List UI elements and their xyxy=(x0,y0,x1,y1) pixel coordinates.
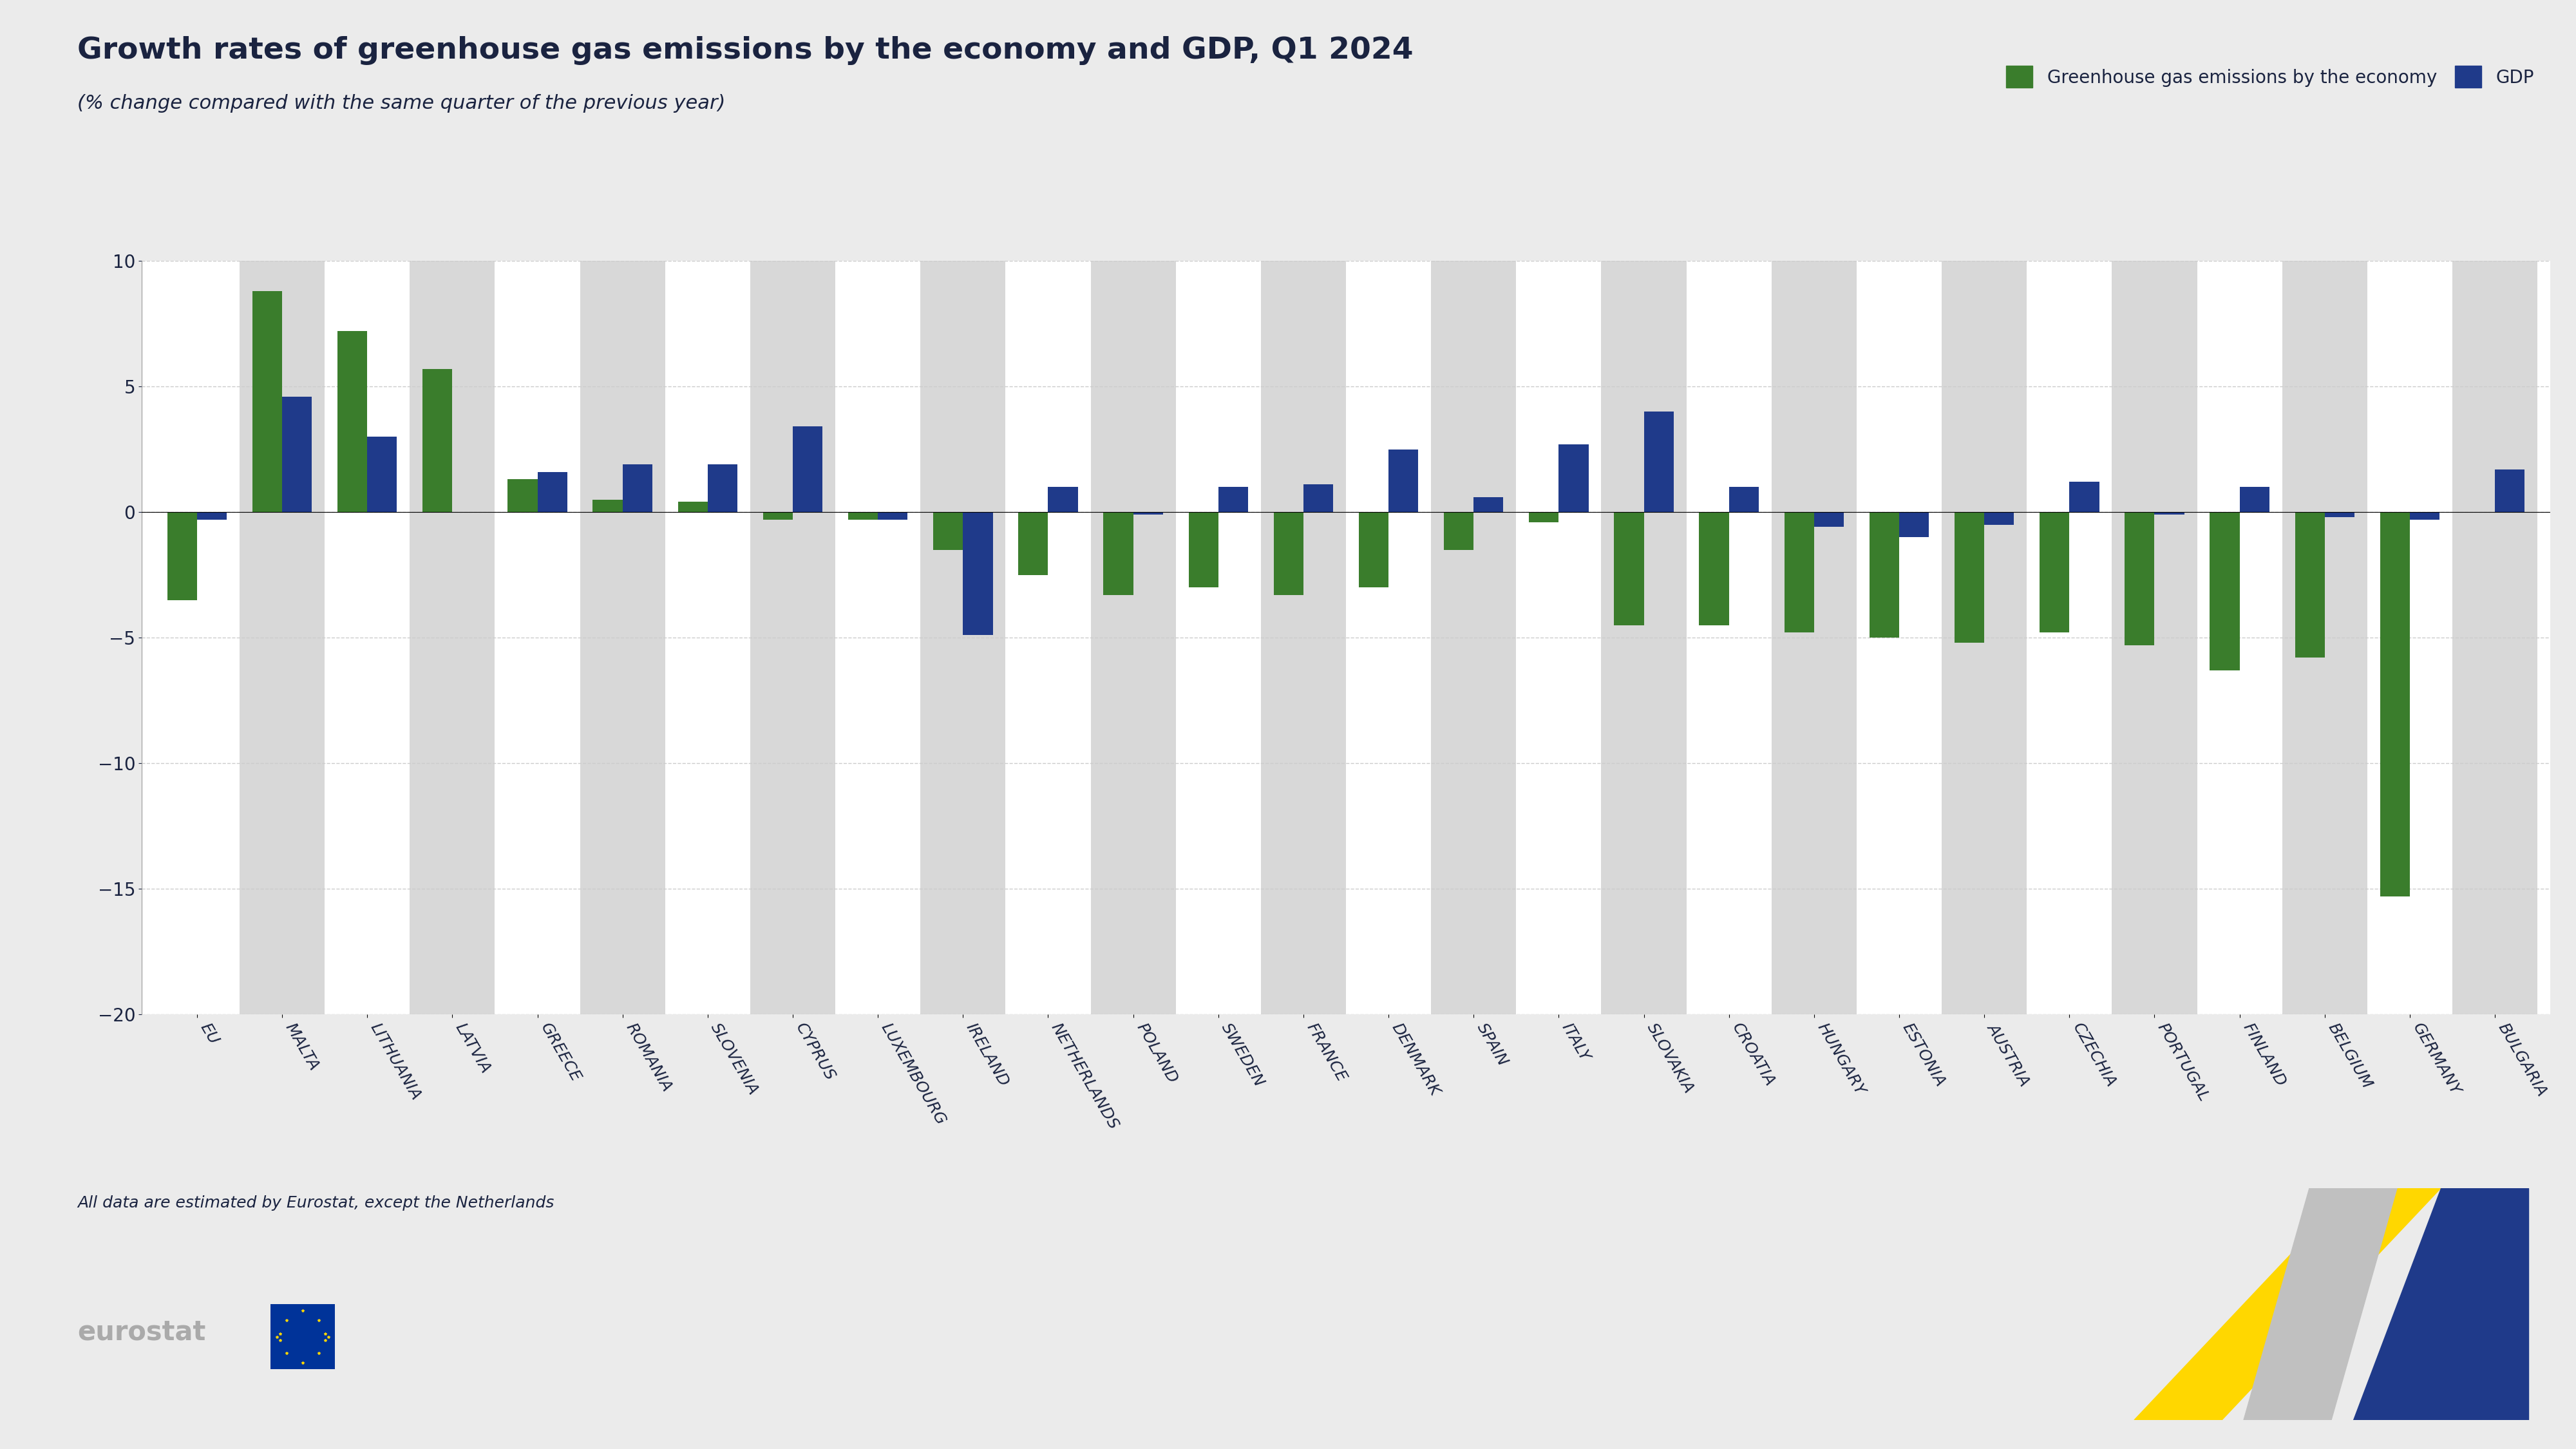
Bar xyxy=(2154,511,2184,514)
Bar xyxy=(1347,261,1432,1014)
Bar xyxy=(1273,511,1303,596)
Bar xyxy=(167,511,196,600)
Bar xyxy=(1942,261,2027,1014)
Bar xyxy=(2367,261,2452,1014)
Polygon shape xyxy=(2354,1188,2530,1420)
Bar xyxy=(1103,511,1133,596)
Bar xyxy=(1388,449,1419,511)
Bar xyxy=(835,261,920,1014)
Bar xyxy=(1814,511,1844,527)
Bar xyxy=(1443,511,1473,549)
Bar xyxy=(1175,261,1260,1014)
Bar xyxy=(495,261,580,1014)
Bar xyxy=(1700,511,1728,625)
Bar xyxy=(283,397,312,511)
Bar xyxy=(1870,511,1899,638)
Bar xyxy=(410,261,495,1014)
Bar xyxy=(2197,261,2282,1014)
Bar xyxy=(933,511,963,549)
Bar xyxy=(848,511,878,520)
Bar xyxy=(2496,469,2524,511)
Bar xyxy=(1955,511,1984,642)
Bar xyxy=(1473,497,1504,511)
Bar xyxy=(1772,261,1857,1014)
Bar xyxy=(1260,261,1347,1014)
Bar xyxy=(1048,487,1077,511)
Bar xyxy=(1615,511,1643,625)
Bar xyxy=(1687,261,1772,1014)
Bar xyxy=(252,291,283,511)
Text: eurostat: eurostat xyxy=(77,1319,206,1346)
Bar xyxy=(1090,261,1175,1014)
Bar xyxy=(1785,511,1814,633)
Bar xyxy=(2380,511,2409,897)
Text: All data are estimated by Eurostat, except the Netherlands: All data are estimated by Eurostat, exce… xyxy=(77,1195,554,1211)
Bar xyxy=(793,426,822,511)
Bar xyxy=(1188,511,1218,587)
Bar xyxy=(2239,487,2269,511)
Bar xyxy=(1133,511,1162,514)
Bar xyxy=(1558,445,1589,511)
Bar xyxy=(2452,261,2537,1014)
Text: (% change compared with the same quarter of the previous year): (% change compared with the same quarter… xyxy=(77,94,726,113)
Bar xyxy=(196,511,227,520)
Legend: Greenhouse gas emissions by the economy, GDP: Greenhouse gas emissions by the economy,… xyxy=(1999,59,2543,96)
Bar xyxy=(422,369,453,511)
Bar xyxy=(1530,511,1558,522)
Bar xyxy=(1517,261,1602,1014)
Bar xyxy=(1857,261,1942,1014)
Bar xyxy=(592,500,623,511)
Bar xyxy=(762,511,793,520)
Bar xyxy=(708,464,737,511)
Polygon shape xyxy=(2133,1188,2442,1420)
Bar xyxy=(1218,487,1249,511)
Bar xyxy=(750,261,835,1014)
Bar xyxy=(2295,511,2324,658)
Bar xyxy=(368,436,397,511)
Bar xyxy=(507,480,538,511)
Bar xyxy=(240,261,325,1014)
Text: Growth rates of greenhouse gas emissions by the economy and GDP, Q1 2024: Growth rates of greenhouse gas emissions… xyxy=(77,36,1414,65)
Bar xyxy=(920,261,1005,1014)
Bar xyxy=(2210,511,2239,671)
Polygon shape xyxy=(2244,1188,2396,1420)
Bar xyxy=(623,464,652,511)
Bar xyxy=(1602,261,1687,1014)
Bar xyxy=(2324,511,2354,517)
Bar xyxy=(325,261,410,1014)
Bar xyxy=(337,332,368,511)
Bar xyxy=(155,261,240,1014)
Bar xyxy=(1643,412,1674,511)
Bar xyxy=(963,511,992,635)
Bar xyxy=(1018,511,1048,575)
Bar xyxy=(2112,261,2197,1014)
Bar xyxy=(538,472,567,511)
Bar xyxy=(2282,261,2367,1014)
Bar xyxy=(1728,487,1759,511)
Bar xyxy=(1984,511,2014,525)
Bar xyxy=(2027,261,2112,1014)
Bar xyxy=(1432,261,1517,1014)
Bar xyxy=(1899,511,1929,538)
Bar xyxy=(1358,511,1388,587)
Bar xyxy=(580,261,665,1014)
Bar xyxy=(2040,511,2069,633)
Bar xyxy=(665,261,750,1014)
Bar xyxy=(1303,484,1334,511)
Bar xyxy=(878,511,907,520)
Bar xyxy=(1005,261,1090,1014)
Bar xyxy=(2125,511,2154,645)
Bar xyxy=(2069,483,2099,511)
Bar xyxy=(677,501,708,511)
Bar xyxy=(2409,511,2439,520)
